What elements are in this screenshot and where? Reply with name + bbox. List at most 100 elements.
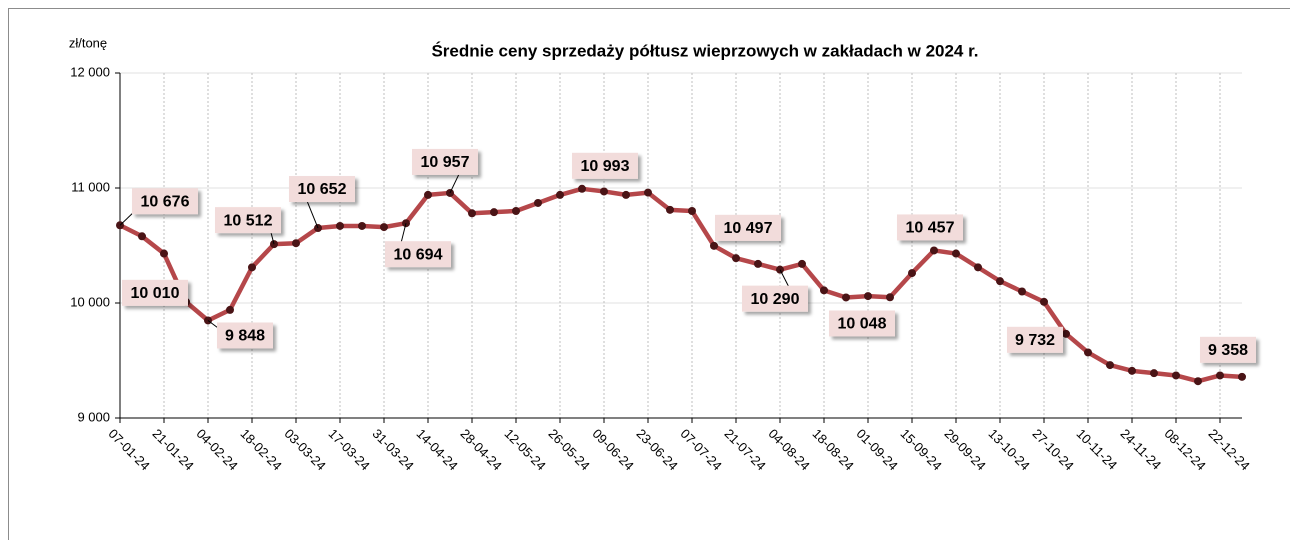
data-point — [1172, 371, 1180, 380]
data-point — [292, 239, 300, 248]
data-label: 10 652 — [298, 181, 347, 198]
data-point — [556, 190, 564, 199]
data-label: 9 848 — [225, 328, 265, 345]
chart-border — [8, 8, 1290, 540]
x-tick-label: 07-07-24 — [677, 426, 724, 473]
data-point — [688, 207, 696, 215]
data-point — [710, 241, 718, 250]
data-point — [1150, 369, 1158, 378]
data-point — [666, 205, 674, 214]
x-tick-label: 21-01-24 — [149, 426, 196, 473]
x-tick-label: 13-10-24 — [985, 426, 1032, 473]
x-tick-label: 21-07-24 — [721, 426, 768, 473]
x-tick-label: 09-06-24 — [589, 426, 636, 473]
data-point — [1040, 297, 1048, 306]
data-point — [160, 249, 168, 258]
data-point — [1062, 329, 1070, 338]
y-axis-label: zł/tonę — [69, 35, 107, 50]
x-tick-label: 12-05-24 — [501, 426, 548, 473]
data-point — [424, 190, 432, 199]
data-point — [138, 232, 146, 241]
data-label: 10 497 — [724, 220, 773, 237]
data-label-box — [897, 214, 963, 241]
x-tick-label: 07-01-24 — [105, 426, 152, 473]
x-tick-label: 24-11-24 — [1117, 426, 1164, 473]
data-point — [534, 198, 542, 207]
data-point — [468, 209, 476, 218]
data-label-box — [217, 322, 273, 349]
x-tick-label: 03-03-24 — [281, 426, 328, 473]
x-tick-label: 10-11-24 — [1073, 426, 1120, 473]
data-point — [512, 207, 520, 215]
x-tick-label: 18-08-24 — [809, 426, 856, 473]
data-point — [622, 190, 630, 199]
data-label-box — [572, 152, 638, 179]
data-point — [578, 184, 586, 193]
data-point — [974, 263, 982, 272]
data-label: 10 048 — [838, 316, 887, 333]
data-point — [798, 259, 806, 268]
data-label: 10 676 — [141, 193, 190, 210]
data-label-box — [1007, 326, 1063, 353]
x-tick-label: 04-02-24 — [193, 426, 240, 473]
y-tick-label: 9 000 — [77, 409, 110, 424]
data-point — [1018, 287, 1026, 296]
chart-title: Średnie ceny sprzedaży półtusz wieprzowy… — [431, 41, 978, 60]
x-tick-label: 04-08-24 — [765, 426, 812, 473]
data-point — [864, 292, 872, 301]
data-label: 10 957 — [421, 154, 470, 171]
x-tick-label: 29-09-24 — [941, 426, 988, 473]
data-point — [908, 269, 916, 278]
y-tick-label: 12 000 — [70, 64, 110, 79]
data-point — [842, 293, 850, 302]
data-label: 10 512 — [224, 212, 273, 229]
data-label-box — [1200, 336, 1256, 363]
data-point — [754, 259, 762, 268]
data-label-box — [715, 214, 781, 241]
data-point — [1216, 371, 1224, 380]
data-label: 9 732 — [1015, 332, 1055, 349]
x-tick-label: 22-12-24 — [1205, 426, 1252, 473]
data-point — [996, 277, 1004, 286]
data-point — [952, 249, 960, 258]
data-label-box — [215, 207, 281, 234]
data-label: 10 993 — [581, 158, 630, 175]
x-tick-label: 28-04-24 — [457, 426, 504, 473]
data-point — [1128, 366, 1136, 375]
data-point — [1194, 377, 1202, 386]
x-tick-label: 01-09-24 — [853, 426, 900, 473]
data-label: 10 290 — [751, 291, 800, 308]
data-point — [732, 254, 740, 263]
data-point — [820, 286, 828, 295]
x-tick-label: 18-02-24 — [237, 426, 284, 473]
x-tick-label: 08-12-24 — [1161, 426, 1208, 473]
x-tick-label: 14-04-24 — [413, 426, 460, 473]
data-label: 10 010 — [131, 285, 180, 302]
data-label: 9 358 — [1208, 342, 1248, 359]
data-point — [930, 246, 938, 255]
data-point — [1238, 372, 1246, 381]
x-tick-label: 15-09-24 — [897, 426, 944, 473]
y-tick-label: 10 000 — [70, 294, 110, 309]
data-point — [248, 263, 256, 272]
x-tick-label: 17-03-24 — [325, 426, 372, 473]
x-tick-label: 26-05-24 — [545, 426, 592, 473]
x-tick-label: 23-06-24 — [633, 426, 680, 473]
data-point — [226, 305, 234, 314]
data-label-box — [385, 241, 451, 268]
data-point — [644, 188, 652, 197]
data-line — [118, 186, 1243, 384]
x-tick-label: 27-10-24 — [1029, 426, 1076, 473]
data-point — [490, 208, 498, 217]
data-label-box — [122, 279, 188, 306]
data-point — [336, 221, 344, 230]
data-point — [886, 293, 894, 302]
data-label-box — [412, 148, 478, 175]
data-label-box — [829, 310, 895, 337]
data-label: 10 457 — [906, 220, 955, 237]
data-label-box — [289, 176, 355, 203]
data-point — [600, 187, 608, 196]
data-point — [358, 221, 366, 230]
